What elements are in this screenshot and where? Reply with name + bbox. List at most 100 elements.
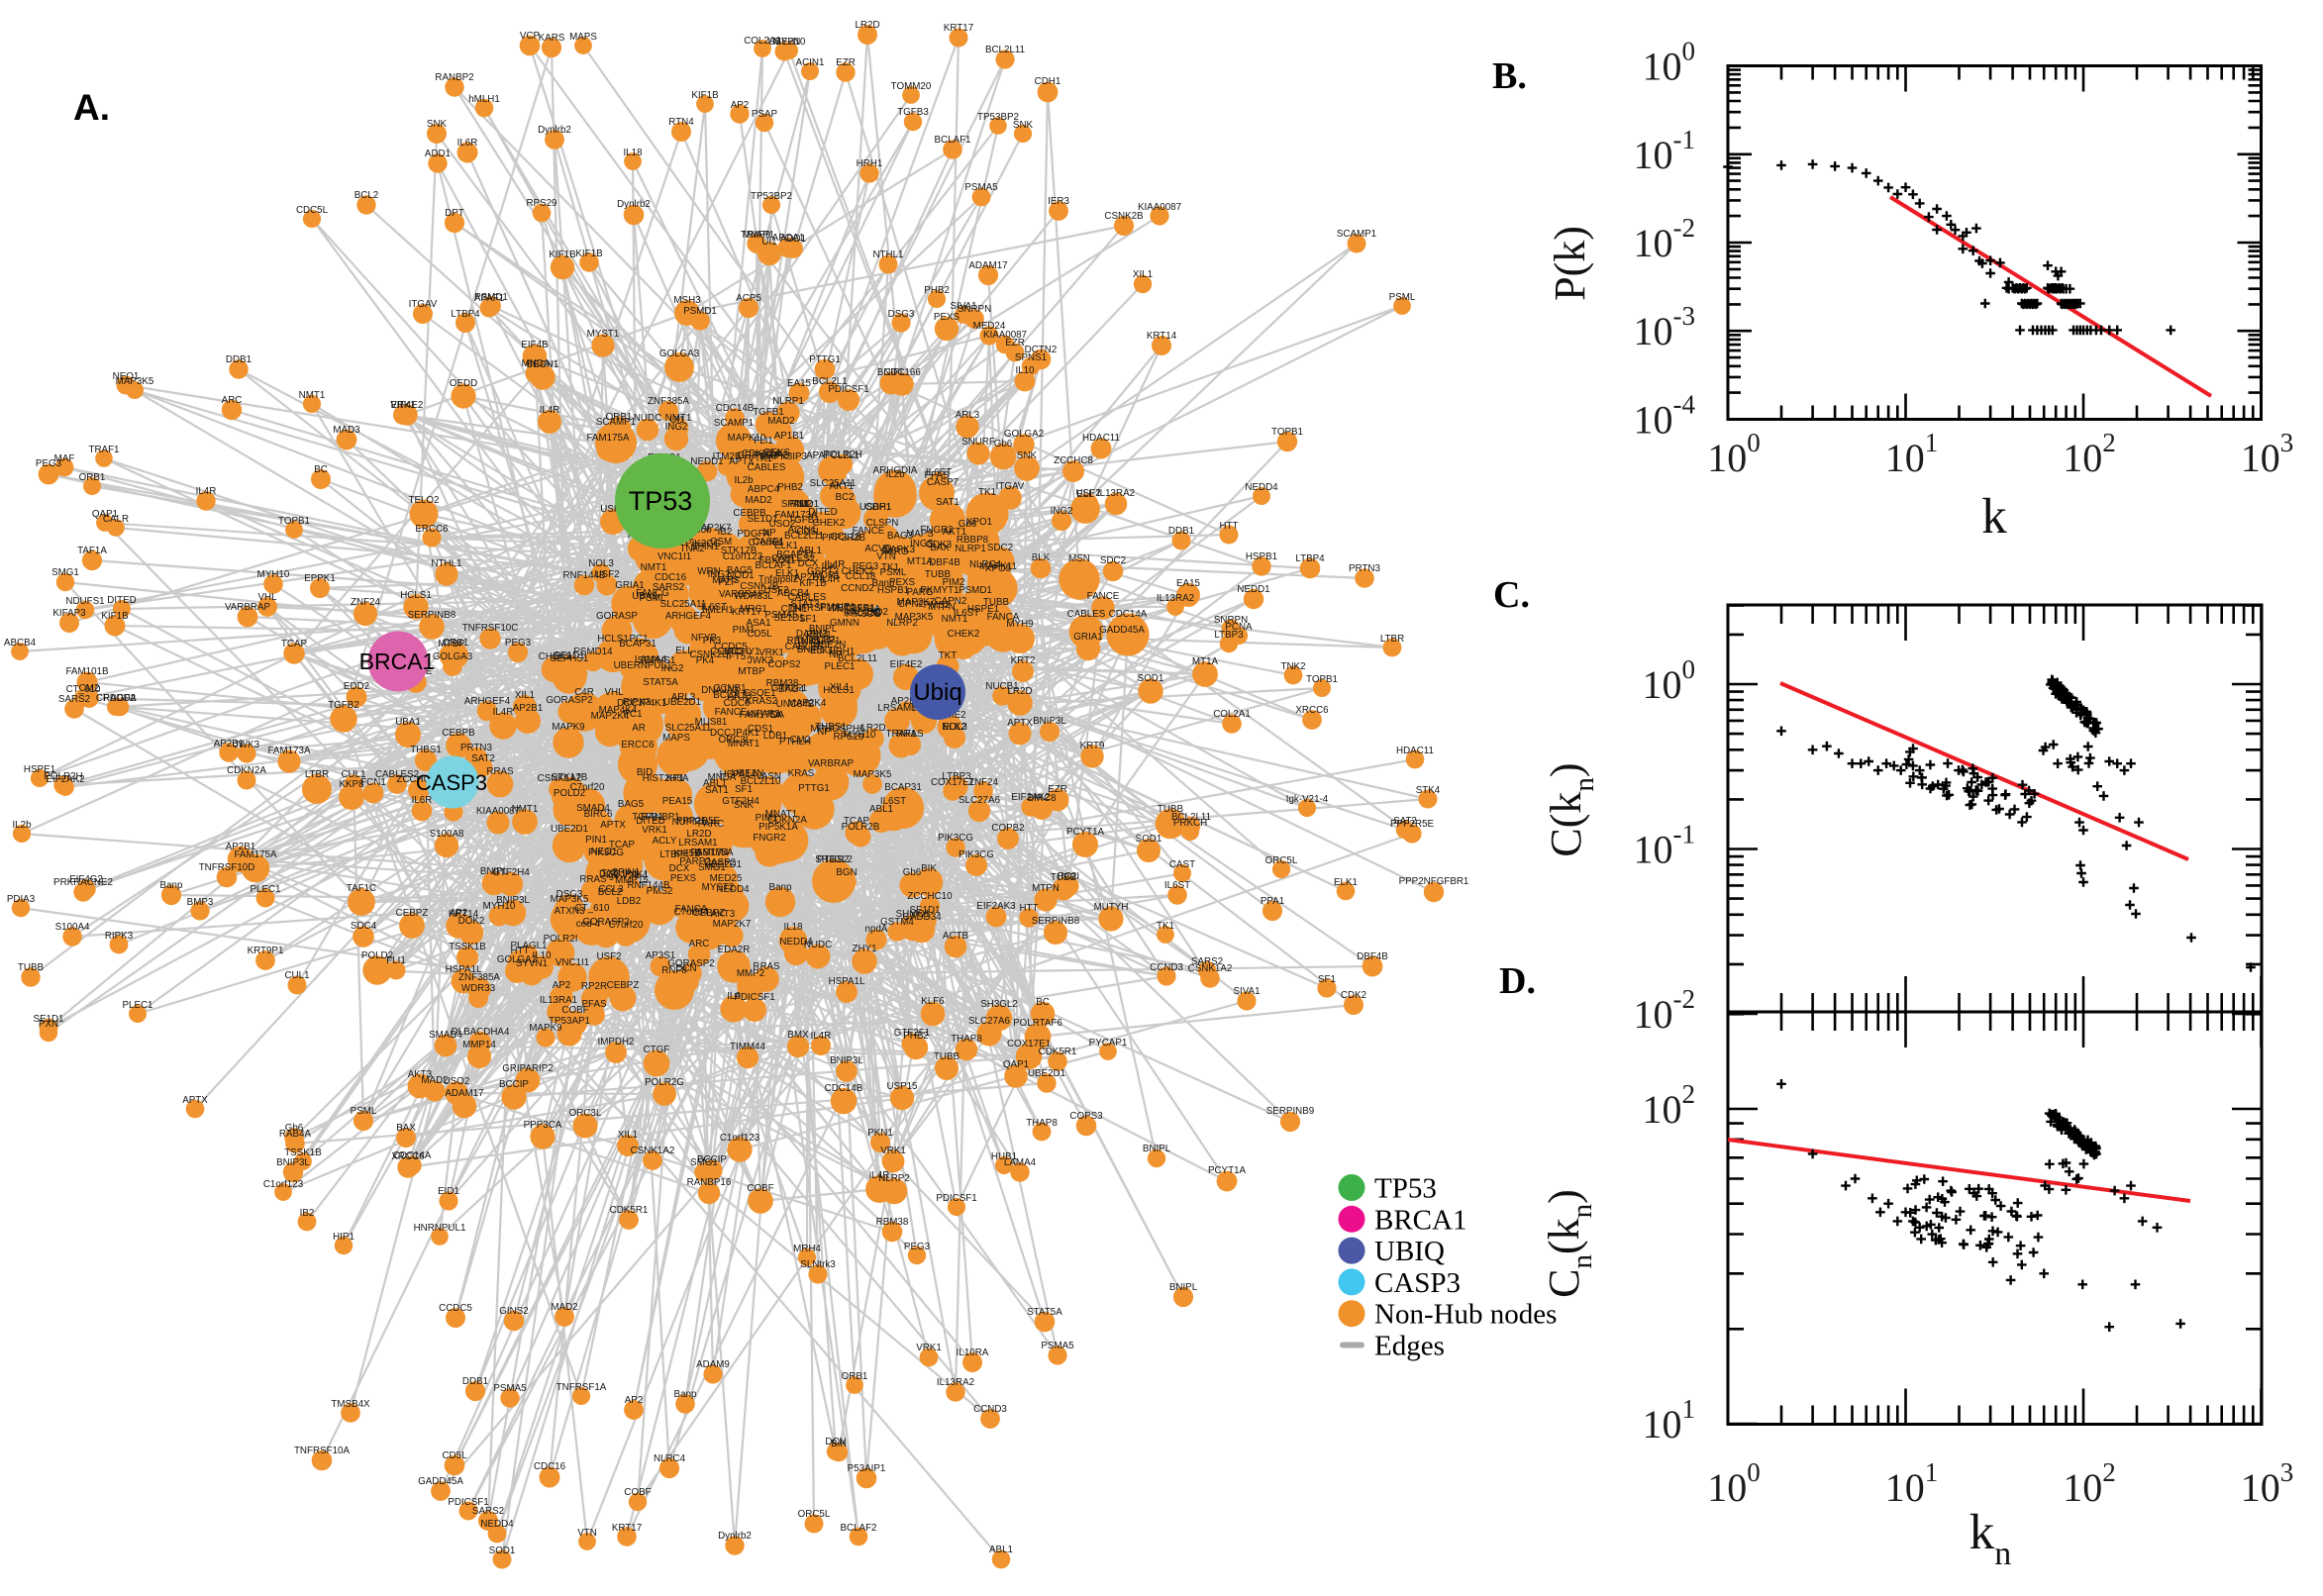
svg-text:AR: AR [632, 723, 646, 734]
svg-text:CDK5R1: CDK5R1 [1039, 1047, 1077, 1057]
svg-text:IL13RA1: IL13RA1 [540, 995, 577, 1006]
svg-text:TK1: TK1 [755, 453, 772, 464]
svg-text:XRCC6: XRCC6 [391, 1151, 425, 1162]
svg-text:USBP1: USBP1 [859, 502, 891, 513]
svg-text:MAPS: MAPS [569, 32, 597, 43]
svg-text:TOPB1: TOPB1 [278, 516, 310, 527]
svg-text:PHB2: PHB2 [903, 1031, 929, 1042]
svg-text:BIRC6: BIRC6 [584, 809, 613, 820]
svg-text:BNIP3L: BNIP3L [496, 895, 530, 906]
svg-text:BID2: BID2 [866, 607, 888, 618]
svg-text:XIL1: XIL1 [515, 690, 535, 701]
svg-text:MUS81: MUS81 [695, 717, 728, 728]
svg-text:PYCAP1: PYCAP1 [1089, 1038, 1128, 1048]
svg-text:NLRC4: NLRC4 [969, 559, 1002, 570]
svg-text:BC: BC [314, 464, 328, 475]
svg-text:VTN: VTN [876, 551, 896, 562]
svg-text:PTTG1: PTTG1 [809, 354, 841, 365]
svg-text:PSMD14: PSMD14 [573, 647, 613, 657]
svg-text:C7orf64: C7orf64 [749, 538, 783, 549]
svg-text:TK1: TK1 [978, 487, 996, 498]
svg-text:ABL1: ABL1 [869, 804, 893, 815]
svg-text:103: 103 [2241, 428, 2294, 480]
svg-text:ELL: ELL [1076, 489, 1094, 500]
svg-text:BNIPL: BNIPL [797, 645, 826, 655]
svg-text:IL6ST: IL6ST [701, 602, 727, 613]
svg-text:NUDC: NUDC [634, 413, 661, 424]
svg-text:KIFAP3: KIFAP3 [52, 608, 86, 619]
svg-text:TX5: TX5 [601, 868, 620, 879]
svg-text:PDICSF1: PDICSF1 [448, 1497, 488, 1508]
svg-text:PDICSF1: PDICSF1 [828, 384, 868, 395]
svg-text:QAP1: QAP1 [1003, 1059, 1029, 1070]
svg-text:ZNF385A: ZNF385A [458, 972, 500, 983]
svg-text:DAPK3: DAPK3 [796, 629, 829, 640]
svg-text:IL2b: IL2b [12, 820, 32, 831]
svg-text:SARS2: SARS2 [1191, 956, 1223, 967]
svg-text:TK1: TK1 [881, 562, 899, 573]
svg-text:SH3GL2: SH3GL2 [980, 999, 1018, 1010]
svg-text:RANBP1: RANBP1 [641, 812, 679, 823]
svg-text:APAF1: APAF1 [474, 293, 504, 304]
svg-text:SPIN1: SPIN1 [691, 542, 719, 552]
svg-text:PCYT1A: PCYT1A [1066, 827, 1105, 838]
svg-text:MYH10: MYH10 [257, 569, 290, 580]
svg-text:XIL1: XIL1 [830, 682, 850, 693]
svg-text:TELO2: TELO2 [408, 495, 439, 506]
svg-text:CDK5R1: CDK5R1 [610, 1205, 649, 1216]
svg-text:RPS29: RPS29 [526, 198, 556, 209]
svg-text:NEDD4: NEDD4 [716, 884, 750, 895]
svg-text:WRN: WRN [697, 566, 720, 577]
svg-text:FANCA: FANCA [675, 904, 708, 915]
svg-text:INGS: INGS [910, 539, 934, 549]
svg-text:SMG1: SMG1 [690, 1157, 718, 1168]
svg-text:MNDA: MNDA [708, 772, 737, 783]
svg-text:ING2: ING2 [665, 422, 688, 433]
svg-text:POLR2G: POLR2G [645, 1077, 684, 1088]
svg-text:FANCG: FANCG [636, 588, 669, 599]
svg-text:ORC3L: ORC3L [719, 735, 752, 746]
svg-text:ELK1: ELK1 [1334, 877, 1358, 888]
svg-text:NLRP2: NLRP2 [878, 1173, 910, 1184]
svg-text:SMAD4: SMAD4 [429, 1030, 462, 1041]
svg-text:CEBPZ: CEBPZ [693, 908, 726, 919]
svg-text:ABL1: ABL1 [989, 1545, 1013, 1555]
svg-text:HTT: HTT [510, 946, 529, 956]
svg-text:GORASP: GORASP [596, 611, 638, 622]
svg-text:EIF2AK3: EIF2AK3 [976, 901, 1016, 912]
svg-text:GOLGA2: GOLGA2 [1004, 429, 1044, 440]
svg-text:IL4R: IL4R [540, 405, 560, 416]
svg-text:MAP2K4: MAP2K4 [591, 711, 630, 722]
svg-text:WDR1: WDR1 [812, 570, 841, 581]
svg-text:ACTB: ACTB [943, 931, 969, 942]
svg-text:POLR2H: POLR2H [44, 771, 82, 782]
svg-text:KP1: KP1 [666, 773, 685, 784]
svg-text:PKN1: PKN1 [806, 630, 832, 641]
svg-text:CSNK2B: CSNK2B [689, 649, 729, 660]
svg-text:WDR33L: WDR33L [734, 591, 773, 602]
svg-text:NUFIP1: NUFIP1 [672, 817, 707, 828]
svg-text:LTBP3: LTBP3 [942, 771, 971, 782]
svg-text:TAF1C: TAF1C [347, 883, 376, 894]
svg-text:C.: C. [1493, 574, 1530, 616]
svg-text:MAP3K5: MAP3K5 [895, 612, 934, 623]
svg-text:DDB1: DDB1 [462, 1376, 488, 1387]
svg-text:PXN: PXN [39, 1019, 58, 1030]
svg-text:NFYB: NFYB [691, 633, 718, 644]
svg-text:AP2B1: AP2B1 [891, 696, 922, 707]
svg-text:PSMD1: PSMD1 [683, 306, 717, 317]
svg-text:COPS3: COPS3 [1069, 1111, 1103, 1122]
svg-text:MRC1: MRC1 [740, 604, 767, 615]
svg-text:hMLH1: hMLH1 [468, 94, 500, 105]
svg-text:FANCE: FANCE [715, 707, 748, 718]
svg-text:TNFRSF1A: TNFRSF1A [556, 1382, 607, 1393]
svg-text:CSNK1A2: CSNK1A2 [1188, 963, 1233, 974]
svg-text:ABPC4: ABPC4 [748, 484, 780, 495]
svg-text:ZCCHC8: ZCCHC8 [1054, 455, 1093, 466]
svg-text:PDICSF1: PDICSF1 [734, 992, 774, 1003]
svg-text:BRCA1: BRCA1 [1374, 1204, 1466, 1236]
svg-text:GADD45A: GADD45A [1099, 625, 1145, 636]
svg-text:CSQE1: CSQE1 [743, 688, 775, 699]
svg-text:CUL1: CUL1 [284, 970, 309, 981]
svg-text:SH3GL2: SH3GL2 [815, 854, 853, 865]
